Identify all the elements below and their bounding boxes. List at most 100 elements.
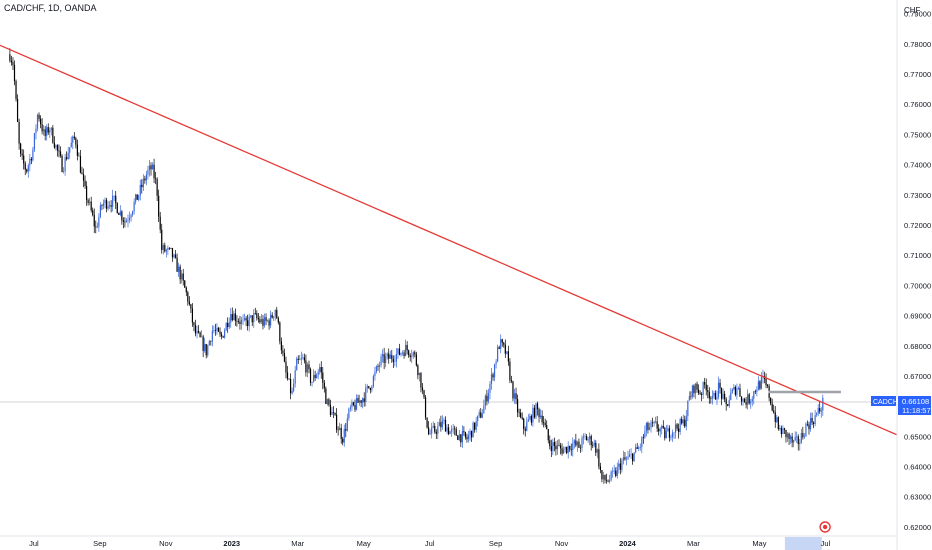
candle-body — [47, 127, 49, 133]
price-tick-label: 0.64000 — [904, 463, 931, 472]
candle-body — [150, 165, 152, 170]
candle-body — [263, 317, 266, 326]
candle-body — [734, 386, 736, 395]
candle-body — [451, 428, 453, 432]
candle-layer[interactable] — [9, 48, 824, 485]
candle-body — [691, 385, 694, 397]
price-badge-value: 0.66108 — [902, 397, 929, 406]
candle-body — [382, 354, 384, 357]
candle-body — [495, 361, 497, 365]
candle-body — [210, 341, 212, 342]
candle-body — [66, 157, 68, 160]
candle-body — [329, 404, 332, 415]
candle-body — [227, 322, 229, 328]
candle-body — [613, 470, 615, 472]
candle-body — [822, 397, 824, 411]
candle-body — [797, 436, 799, 445]
candle-body — [731, 389, 733, 393]
candle-body — [647, 422, 649, 430]
candle-body — [73, 136, 75, 139]
candle-body — [391, 354, 393, 360]
candle-body — [754, 391, 756, 393]
candle-body — [36, 114, 39, 129]
candle-body — [205, 344, 207, 356]
candle-body — [667, 428, 669, 432]
candle-body — [122, 220, 124, 222]
candle-body — [570, 449, 572, 451]
candle-body — [507, 351, 509, 362]
candle-body — [116, 203, 118, 214]
candle-body — [635, 447, 637, 453]
candle-body — [76, 144, 78, 156]
candle-body — [535, 403, 537, 418]
candle-body — [584, 436, 586, 437]
candle-body — [520, 412, 522, 418]
candle-body — [770, 397, 772, 404]
candle-body — [317, 371, 319, 376]
candle-body — [265, 317, 267, 321]
candle-body — [543, 422, 545, 424]
candle-body — [800, 433, 802, 444]
candle-body — [693, 385, 695, 394]
candle-body — [108, 205, 111, 207]
price-tick-label: 0.73000 — [904, 191, 931, 200]
candle-body — [357, 397, 359, 403]
candle-body — [598, 449, 600, 467]
candle-body — [567, 445, 569, 454]
candle-body — [720, 388, 723, 399]
candle-body — [136, 194, 138, 200]
candle-body — [325, 388, 327, 404]
candle-body — [351, 402, 353, 408]
candle-body — [480, 412, 482, 418]
candle-body — [245, 318, 247, 321]
candle-body — [181, 273, 183, 280]
candle-body — [334, 412, 336, 415]
candle-body — [555, 445, 557, 450]
time-range-highlight — [784, 537, 822, 550]
time-tick-label: Mar — [687, 539, 700, 548]
candle-body — [489, 383, 491, 393]
candle-body — [412, 352, 414, 357]
candle-body — [486, 395, 488, 402]
candle-body — [701, 393, 703, 395]
candle-body — [472, 422, 474, 438]
candle-body — [490, 374, 493, 384]
candle-body — [343, 429, 345, 443]
candle-body — [661, 425, 663, 429]
candle-body — [645, 422, 648, 432]
candle-body — [688, 396, 690, 401]
candle-body — [158, 195, 160, 217]
candle-body — [417, 365, 419, 376]
candle-body — [659, 428, 661, 432]
candle-body — [32, 149, 34, 161]
candle-body — [599, 466, 602, 471]
candle-body — [426, 417, 428, 428]
candle-body — [687, 400, 689, 417]
candle-body — [12, 62, 14, 65]
candle-body — [24, 163, 26, 170]
candle-body — [164, 245, 166, 252]
candle-body — [213, 330, 215, 331]
candle-body — [291, 391, 293, 394]
candle-body — [168, 247, 171, 249]
candle-body — [609, 479, 611, 482]
candle-body — [297, 358, 299, 360]
candle-body — [587, 439, 589, 441]
candle-body — [529, 415, 531, 420]
candle-body — [184, 280, 186, 288]
candle-body — [469, 430, 471, 436]
candle-body — [785, 429, 787, 438]
candle-body — [185, 287, 187, 293]
price-tick-label: 0.74000 — [904, 161, 931, 170]
drawing-layer[interactable] — [0, 44, 898, 436]
candle-body — [674, 424, 677, 433]
candle-body — [268, 320, 270, 326]
candle-body — [196, 330, 198, 334]
candle-body — [518, 412, 520, 413]
candle-body — [777, 417, 779, 430]
event-layer[interactable] — [819, 521, 831, 533]
candle-body — [501, 339, 503, 343]
candle-body — [544, 423, 546, 426]
